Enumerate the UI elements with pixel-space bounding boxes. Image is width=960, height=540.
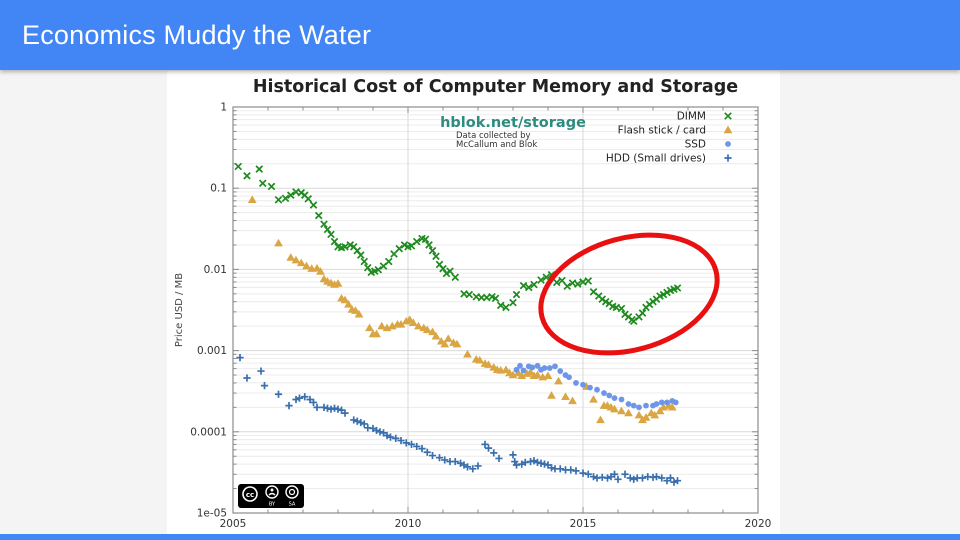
watermark-credit-1: Data collected by bbox=[456, 131, 531, 141]
series-ssd bbox=[513, 362, 679, 411]
chart-legend: DIMM Flash stick / card SSD HDD (Small driv… bbox=[606, 111, 733, 165]
y-tick-label: 0.1 bbox=[210, 183, 227, 195]
series-hdd-small-drives bbox=[236, 353, 682, 486]
cc-icon: cc bbox=[246, 491, 254, 499]
x-tick-label: 2005 bbox=[220, 518, 247, 530]
annotation-ellipse bbox=[538, 232, 720, 356]
chart-panel: 1 0.1 0.01 0.001 0.0001 1e-05 2005 2010 2015 2020… bbox=[167, 71, 780, 534]
legend-label: Flash stick / card bbox=[618, 125, 706, 137]
svg-text:SA: SA bbox=[289, 502, 296, 508]
y-tick-label: 1 bbox=[220, 102, 227, 114]
y-tick-label: 0.001 bbox=[197, 345, 227, 357]
y-tick-label: 0.0001 bbox=[190, 426, 227, 438]
plot-border bbox=[232, 106, 759, 514]
x-tick-label: 2020 bbox=[745, 518, 772, 530]
svg-text:BY: BY bbox=[269, 502, 276, 508]
cc-by-sa-badge: cc BY SA bbox=[238, 484, 304, 508]
legend-label: SSD bbox=[685, 139, 706, 151]
axis-ticks bbox=[232, 106, 759, 514]
y-axis-title: Price USD / MB bbox=[174, 273, 185, 347]
slide-footer-bar bbox=[0, 534, 960, 540]
watermark-site: hblok.net/storage bbox=[440, 115, 586, 131]
sa-icon bbox=[285, 485, 299, 499]
y-tick-label: 1e-05 bbox=[197, 508, 227, 520]
series-flash-stick-card bbox=[247, 195, 677, 424]
series-dimm bbox=[234, 162, 682, 326]
by-person-icon bbox=[270, 488, 274, 492]
legend-label: DIMM bbox=[677, 111, 706, 123]
y-tick-label: 0.01 bbox=[204, 264, 227, 276]
watermark-credit-2: McCallum and Blok bbox=[456, 140, 537, 150]
chart-title: Historical Cost of Computer Memory and S… bbox=[253, 77, 738, 97]
x-tick-label: 2015 bbox=[570, 518, 597, 530]
page-title: Economics Muddy the Water bbox=[22, 19, 372, 50]
slide-header-bar: Economics Muddy the Water bbox=[0, 0, 960, 70]
legend-label: HDD (Small drives) bbox=[606, 153, 706, 165]
x-tick-label: 2010 bbox=[395, 518, 422, 530]
